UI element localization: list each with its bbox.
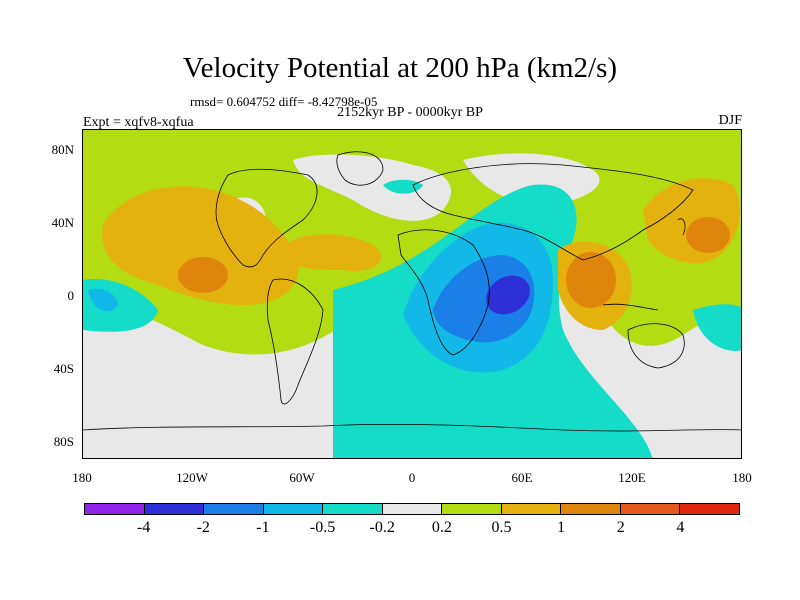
colorbar-segment [680, 504, 740, 514]
colorbar-label: -4 [136, 519, 151, 536]
coast-indonesia [602, 303, 659, 311]
colorbar-segment [144, 504, 205, 514]
contour-darkorange-pacific [178, 257, 228, 293]
contour-map [83, 130, 741, 458]
season-label: DJF [718, 113, 742, 128]
y-tick-label: 80N [51, 142, 74, 157]
coast-greenland [336, 151, 384, 186]
x-tick-label: 120W [176, 470, 208, 485]
coast-north-america [215, 168, 318, 268]
y-tick-label: 0 [67, 288, 75, 303]
colorbar-label: -1 [256, 519, 270, 536]
contour-cyan-north [383, 179, 423, 194]
colorbar [84, 503, 740, 515]
contour-orange-america [278, 234, 382, 271]
y-tick-label: 80S [53, 434, 74, 449]
x-tick-label: 0 [408, 470, 416, 485]
coast-eurasia [412, 163, 694, 261]
x-tick-label: 60W [289, 470, 315, 485]
colorbar-label: 0.2 [431, 519, 452, 536]
stats-line: rmsd= 0.604752 diff= -8.42798e-05 [190, 94, 378, 109]
x-tick-label: 180 [732, 470, 752, 485]
colorbar-label: -2 [196, 519, 210, 536]
coast-south-america [266, 278, 324, 405]
x-tick-label: 120E [618, 470, 646, 485]
contour-orange-pacific [102, 186, 299, 305]
colorbar-label: -0.2 [369, 519, 395, 536]
experiment-label: Expt = xqfv8-xqfua [83, 115, 194, 130]
contour-darkorange-nwpacific [686, 217, 730, 253]
contour-lightblue-west [88, 288, 118, 312]
contour-grey-atlantic [293, 154, 452, 221]
colorbar-segment [442, 504, 502, 514]
coast-antarctica [83, 423, 741, 432]
y-tick-label: 40S [53, 361, 74, 376]
colorbar-segment [263, 504, 324, 514]
colorbar-label: 2 [616, 519, 625, 536]
colorbar-label: 1 [557, 519, 566, 536]
x-tick-label: 180 [72, 470, 92, 485]
coastlines [83, 151, 741, 432]
colorbar-segment [501, 504, 562, 514]
colorbar-segment [620, 504, 681, 514]
colorbar-label: 4 [676, 519, 685, 536]
x-tick-label: 60E [511, 470, 533, 485]
contour-cyan-east [693, 304, 741, 351]
colorbar-segment [204, 504, 264, 514]
colorbar-label: 0.5 [491, 519, 512, 536]
colorbar-segment [323, 504, 383, 514]
chart-title: Velocity Potential at 200 hPa (km2/s) [182, 52, 618, 84]
colorbar-label: -0.5 [309, 519, 336, 536]
map-panel [82, 129, 742, 459]
coast-australia [627, 323, 685, 369]
colorbar-segment [561, 504, 621, 514]
period-label: 2152kyr BP - 0000kyr BP [337, 105, 483, 120]
colorbar-segment [382, 504, 443, 514]
colorbar-segment [85, 504, 145, 514]
coast-japan [677, 218, 686, 236]
contour-darkorange-asia [566, 252, 616, 308]
y-tick-label: 40N [51, 215, 74, 230]
contour-darkblue [486, 275, 530, 315]
coast-africa [397, 229, 490, 356]
